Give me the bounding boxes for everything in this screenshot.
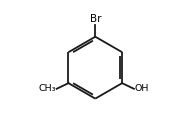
Text: Br: Br xyxy=(90,14,101,24)
Text: CH₃: CH₃ xyxy=(39,84,56,93)
Text: OH: OH xyxy=(135,84,149,93)
